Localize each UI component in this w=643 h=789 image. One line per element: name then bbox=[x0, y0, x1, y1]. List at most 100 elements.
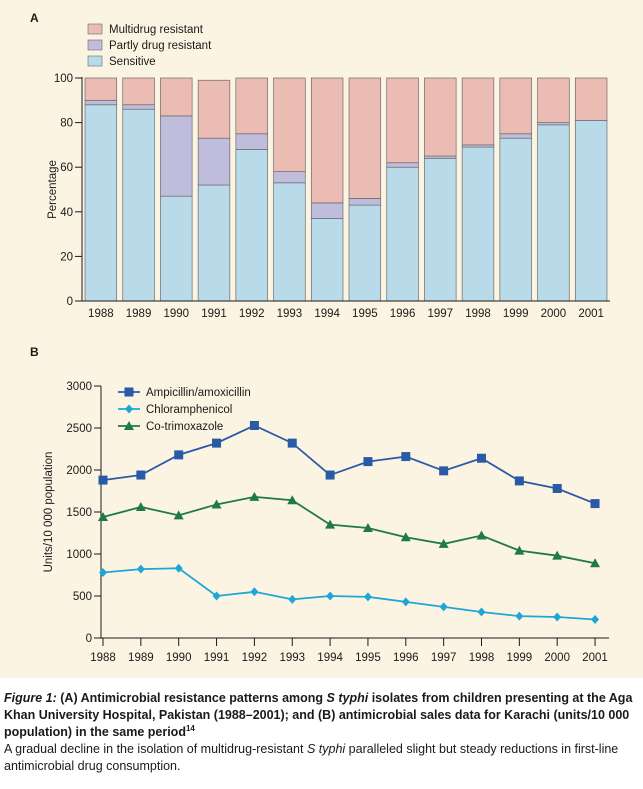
figure-label: Figure 1: bbox=[4, 691, 57, 705]
bar-segment-2001-2 bbox=[574, 77, 608, 121]
reference-number: 14 bbox=[185, 723, 195, 733]
bar-segment-1995-0 bbox=[348, 204, 382, 302]
point-0-1999 bbox=[514, 476, 524, 486]
x-tick-label-a-6: 1994 bbox=[314, 308, 340, 320]
x-tick-label-b-0: 1988 bbox=[90, 652, 116, 664]
x-tick-label-a-7: 1995 bbox=[352, 308, 378, 320]
point-0-1998 bbox=[477, 453, 486, 463]
series-line-1 bbox=[102, 567, 596, 621]
point-1-1998 bbox=[477, 607, 486, 617]
point-0-1994 bbox=[325, 470, 335, 480]
point-1-2001 bbox=[591, 615, 600, 625]
y-tick-label-b-2: 1000 bbox=[66, 549, 92, 561]
point-2-1995 bbox=[362, 522, 373, 532]
point-1-1989 bbox=[136, 564, 145, 574]
caption-head-part-2: isolates from children presenting at the… bbox=[4, 691, 633, 739]
bar-segment-1996-1 bbox=[386, 162, 419, 168]
point-0-1992 bbox=[249, 420, 259, 430]
point-0-1993 bbox=[287, 438, 297, 448]
bar-segment-1994-0 bbox=[310, 218, 344, 302]
caption-heading: Figure 1: (A) Antimicrobial resistance p… bbox=[4, 690, 640, 741]
bar-segment-1988-0 bbox=[84, 104, 118, 302]
x-tick-label-b-1: 1989 bbox=[128, 652, 154, 664]
y-tick-label-b-4: 2000 bbox=[66, 465, 92, 477]
x-tick-label-b-5: 1993 bbox=[279, 652, 305, 664]
bar-segment-1992-0 bbox=[235, 149, 268, 302]
legend-swatch-a-2 bbox=[87, 55, 103, 67]
point-2-1990 bbox=[173, 510, 184, 520]
point-2-2001 bbox=[590, 558, 601, 568]
bar-segment-1999-2 bbox=[499, 77, 532, 135]
panel-label-b: B bbox=[30, 345, 39, 359]
point-2-1994 bbox=[325, 519, 336, 529]
point-0-2000 bbox=[552, 483, 562, 493]
x-tick-label-a-8: 1996 bbox=[390, 308, 416, 320]
bar-segment-1991-2 bbox=[197, 79, 231, 139]
point-2-1993 bbox=[287, 495, 298, 505]
bar-segment-1993-1 bbox=[273, 171, 306, 184]
bar-segment-1995-1 bbox=[348, 198, 382, 206]
y-tick-label-a-0: 0 bbox=[67, 296, 73, 308]
point-0-2001 bbox=[590, 499, 600, 509]
point-2-2000 bbox=[552, 550, 563, 560]
bar-segment-1990-2 bbox=[160, 77, 193, 117]
legend-marker-b-0 bbox=[124, 387, 134, 397]
point-0-1997 bbox=[439, 466, 449, 476]
bar-segment-1998-2 bbox=[461, 77, 495, 146]
bar-segment-1990-1 bbox=[160, 115, 193, 197]
bar-segment-1997-2 bbox=[424, 77, 457, 157]
legend-label-b-0: Ampicillin/amoxicillin bbox=[146, 387, 251, 399]
bar-segment-1996-0 bbox=[386, 166, 419, 302]
point-1-1993 bbox=[288, 594, 297, 604]
bar-segment-1990-0 bbox=[160, 195, 193, 302]
point-2-1988 bbox=[98, 512, 108, 522]
x-tick-label-a-12: 2000 bbox=[541, 308, 567, 320]
x-tick-label-a-11: 1999 bbox=[503, 308, 529, 320]
x-tick-label-a-13: 2001 bbox=[578, 308, 604, 320]
bar-segment-1992-2 bbox=[235, 77, 268, 135]
point-2-1999 bbox=[514, 545, 525, 555]
bar-segment-1991-1 bbox=[197, 137, 231, 186]
bar-segment-1988-1 bbox=[84, 99, 118, 106]
x-tick-label-a-9: 1997 bbox=[427, 308, 453, 320]
figure-panel: A Multidrug resistant Partly drug resistan… bbox=[0, 0, 643, 678]
y-axis-title-b: Units/10 000 population bbox=[43, 452, 55, 573]
bar-segment-1994-2 bbox=[310, 77, 344, 204]
point-0-1990 bbox=[174, 450, 184, 460]
bar-segment-1998-0 bbox=[461, 146, 495, 302]
bar-segment-1989-0 bbox=[122, 108, 155, 302]
figure-caption: Figure 1: (A) Antimicrobial resistance p… bbox=[4, 690, 640, 775]
legend-label-a-0: Multidrug resistant bbox=[109, 24, 204, 36]
y-tick-label-b-0: 0 bbox=[86, 633, 92, 645]
point-2-1991 bbox=[211, 499, 222, 509]
bar-segment-2000-0 bbox=[537, 124, 570, 302]
y-tick-label-a-4: 80 bbox=[60, 118, 73, 130]
y-tick-label-a-5: 100 bbox=[54, 73, 73, 85]
legend-swatch-a-0 bbox=[87, 23, 103, 35]
legend-label-a-1: Partly drug resistant bbox=[109, 40, 212, 52]
x-tick-label-b-7: 1995 bbox=[355, 652, 381, 664]
panel-label-a: A bbox=[30, 11, 39, 25]
legend-label-b-2: Co-trimoxazole bbox=[146, 421, 223, 433]
y-tick-label-b-6: 3000 bbox=[66, 381, 92, 393]
legend-marker-b-2 bbox=[124, 421, 134, 430]
organism-species: typhi bbox=[338, 691, 369, 705]
x-tick-label-b-12: 2000 bbox=[544, 652, 570, 664]
x-tick-label-a-4: 1992 bbox=[239, 308, 265, 320]
point-0-1988 bbox=[98, 475, 108, 485]
organism-genus-body: S bbox=[306, 742, 316, 756]
legend-label-b-1: Chloramphenicol bbox=[146, 404, 232, 416]
organism-species-body: typhi bbox=[318, 742, 346, 756]
x-tick-label-b-11: 1999 bbox=[507, 652, 533, 664]
bar-segment-2000-2 bbox=[537, 77, 570, 123]
legend-marker-b-1 bbox=[125, 404, 133, 414]
bar-segment-1989-1 bbox=[122, 104, 155, 110]
bar-segment-1997-0 bbox=[424, 157, 457, 302]
point-2-1989 bbox=[135, 501, 146, 511]
x-tick-label-a-5: 1993 bbox=[277, 308, 303, 320]
point-1-1991 bbox=[212, 591, 221, 601]
sales-line-chart: B 0 500 1000 1500 2000 2500 3000 1988 1989 1990 199… bbox=[30, 345, 610, 664]
caption-head-part-1: (A) Antimicrobial resistance patterns am… bbox=[56, 691, 327, 705]
bar-segment-1999-0 bbox=[499, 137, 532, 302]
